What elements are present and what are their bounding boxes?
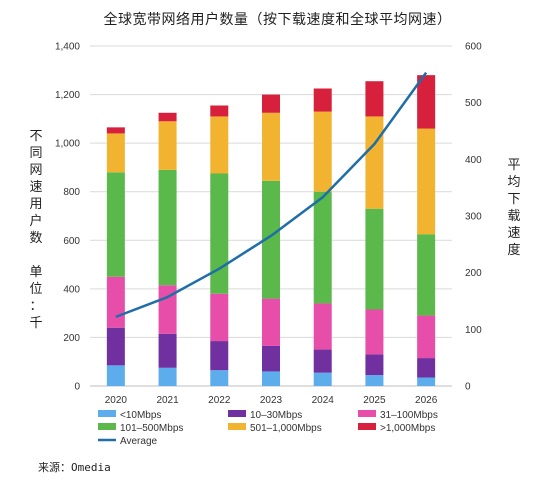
- x-tick-label: 2025: [363, 395, 386, 406]
- chart-title: 全球宽带网络用户数量（按下载速度和全球平均网速）: [103, 12, 452, 28]
- bar-segment: [210, 105, 229, 117]
- x-tick-label: 2022: [208, 395, 231, 406]
- bar-segment: [365, 354, 384, 376]
- legend-label: 31–100Mbps: [380, 410, 438, 421]
- x-tick-label: 2026: [415, 395, 438, 406]
- legend-swatch: [358, 410, 376, 417]
- x-tick-label: 2024: [312, 395, 335, 406]
- legend-swatch: [228, 410, 246, 417]
- legend-label: 501–1,000Mbps: [250, 423, 322, 434]
- legend-label: Average: [120, 436, 158, 447]
- y-tick-left: 1,400: [55, 42, 80, 53]
- bar-segment: [106, 327, 125, 366]
- bar-segment: [365, 208, 384, 310]
- bar-segment: [210, 116, 229, 174]
- bar-segment: [417, 234, 436, 316]
- y-tick-left: 800: [63, 187, 80, 198]
- bar-segment: [313, 349, 332, 373]
- y-tick-right: 200: [465, 268, 482, 279]
- bar-segment: [106, 172, 125, 277]
- source-note: 来源：Omedia: [38, 461, 111, 474]
- y-axis-left-label: 不 同 网 速 用 户 数 单 位 ： 千: [29, 129, 43, 331]
- x-tick-label: 2021: [156, 395, 179, 406]
- bar-segment: [262, 180, 280, 299]
- bar-segment: [417, 377, 436, 386]
- y-tick-right: 500: [465, 98, 482, 109]
- bar-segment: [313, 88, 332, 112]
- y-tick-right: 600: [465, 42, 482, 53]
- bar-segment: [262, 371, 280, 386]
- bar-segment: [417, 358, 436, 378]
- bar-segment: [262, 94, 280, 113]
- bar-segment: [210, 370, 229, 386]
- bar-segment: [262, 112, 280, 181]
- bar-segment: [106, 365, 125, 386]
- bar-segment: [365, 116, 384, 209]
- bar-segment: [417, 75, 436, 129]
- bar-segment: [313, 191, 332, 304]
- legend-label: 10–30Mbps: [250, 410, 302, 421]
- x-tick-label: 2023: [260, 395, 283, 406]
- legend-swatch: [98, 423, 116, 430]
- bar-segment: [210, 341, 229, 371]
- y-tick-right: 0: [465, 382, 471, 393]
- y-tick-right: 400: [465, 155, 482, 166]
- bar-segment: [365, 375, 384, 386]
- legend-swatch: [228, 423, 246, 430]
- x-tick-label: 2020: [105, 395, 128, 406]
- bar-segment: [417, 128, 436, 235]
- bar-segment: [313, 303, 332, 350]
- bar-segment: [158, 367, 177, 386]
- y-tick-right: 300: [465, 212, 482, 223]
- y-tick-left: 1,200: [55, 90, 80, 101]
- y-tick-left: 600: [63, 236, 80, 247]
- bar-segment: [313, 111, 332, 192]
- bar-segment: [158, 333, 177, 368]
- bar-segment: [210, 173, 229, 294]
- bar-segment: [210, 293, 229, 342]
- bar-segment: [417, 315, 436, 359]
- y-tick-left: 1,000: [55, 139, 80, 150]
- y-tick-left: 200: [63, 333, 80, 344]
- bar-segment: [106, 127, 125, 134]
- legend-label: 101–500Mbps: [120, 423, 183, 434]
- bar-segment: [106, 133, 125, 173]
- bar-segment: [365, 81, 384, 117]
- legend-swatch: [98, 410, 116, 417]
- bar-segment: [262, 298, 280, 346]
- legend-swatch: [358, 423, 376, 430]
- bar-segment: [365, 309, 384, 355]
- bar-segment: [158, 285, 177, 334]
- bar-segment: [158, 112, 177, 122]
- y-axis-right-label: 平 均 下 载 速 度: [507, 158, 521, 258]
- y-tick-right: 100: [465, 325, 482, 336]
- bar-segment: [262, 345, 280, 372]
- bar-segment: [313, 372, 332, 386]
- y-tick-left: 0: [74, 382, 80, 393]
- legend-label: <10Mbps: [120, 410, 161, 421]
- bar-segment: [158, 169, 177, 286]
- legend-label: >1,000Mbps: [380, 423, 435, 434]
- bar-segment: [106, 276, 125, 328]
- bar-segment: [158, 121, 177, 170]
- y-tick-left: 400: [63, 284, 80, 295]
